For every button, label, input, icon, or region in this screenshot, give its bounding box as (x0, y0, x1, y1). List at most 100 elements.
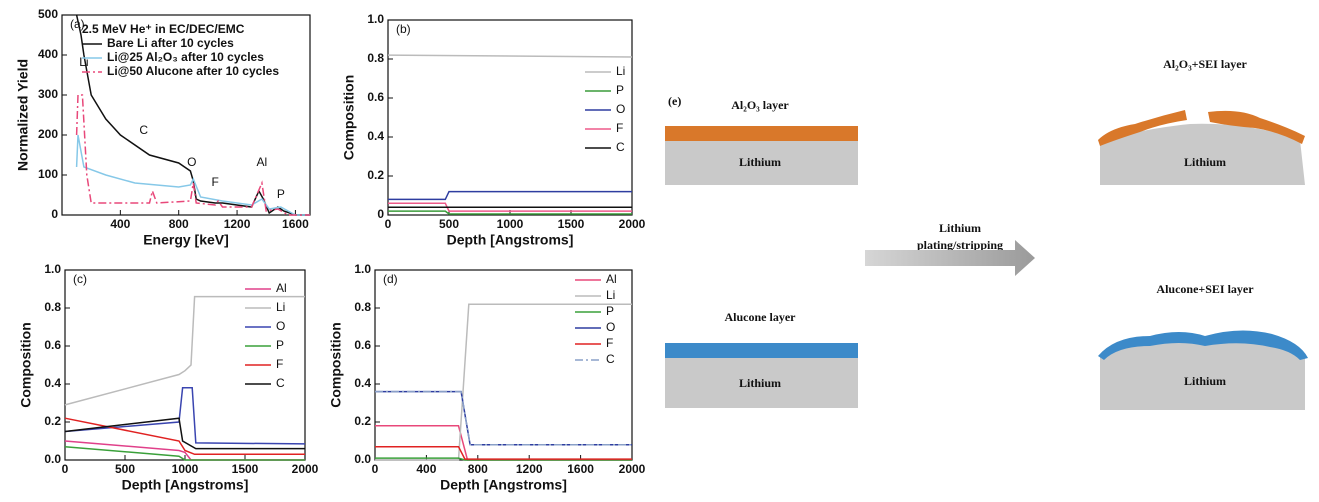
y-axis-title: Composition (18, 322, 34, 408)
series-line (388, 192, 632, 200)
y-axis-title: Normalized Yield (15, 59, 31, 171)
y-tick-label: 1.0 (354, 262, 371, 276)
legend-label: Li (616, 64, 625, 78)
y-tick-label: 0.2 (354, 414, 371, 428)
layer-title: Al₂O₃ layer (731, 98, 789, 112)
series-line (375, 392, 632, 445)
x-tick-label: 1600 (282, 217, 309, 231)
legend-label: F (616, 121, 623, 135)
x-axis-title: Depth [Angstroms] (440, 477, 567, 493)
y-tick-label: 500 (38, 7, 58, 21)
x-tick-label: 1200 (224, 217, 251, 231)
y-tick-label: 300 (38, 87, 58, 101)
y-tick-label: 1.0 (367, 12, 384, 26)
y-tick-label: 0 (377, 207, 384, 221)
series-line (375, 426, 632, 460)
legend-label: C (606, 352, 615, 366)
layer-title: Alucone layer (725, 310, 797, 324)
y-tick-label: 0.4 (367, 129, 384, 143)
legend-label: Li (606, 288, 615, 302)
series-line (77, 135, 310, 215)
x-tick-label: 1600 (567, 462, 594, 476)
peak-label: O (187, 155, 196, 169)
x-tick-label: 0 (385, 217, 392, 231)
series-line (65, 388, 305, 444)
legend-label: Li (276, 300, 285, 314)
peak-label: P (277, 187, 285, 201)
diagram: (e) Al₂O₃ layer Lithium Alucone layer Li… (665, 57, 1308, 410)
legend-label: P (276, 338, 284, 352)
x-tick-label: 0 (372, 462, 379, 476)
x-tick-label: 1500 (558, 217, 585, 231)
legend-label: Li@50 Alucone after 10 cycles (107, 64, 279, 78)
x-tick-label: 2000 (292, 462, 319, 476)
x-tick-label: 500 (115, 462, 135, 476)
y-tick-label: 0.2 (367, 168, 384, 182)
lithium-label: Lithium (739, 376, 781, 390)
legend-label: O (606, 320, 615, 334)
legend-label: C (276, 376, 285, 390)
al2o3-layer (665, 126, 858, 141)
layer-title: Alucone+SEI layer (1156, 282, 1254, 296)
series-line (388, 55, 632, 57)
legend-label: O (616, 102, 625, 116)
panel-label: (c) (73, 272, 87, 286)
y-axis-title: Composition (328, 322, 344, 408)
legend-label: Al (606, 272, 617, 286)
legend-label: Li@25 Al₂O₃ after 10 cycles (107, 50, 264, 64)
y-tick-label: 0.6 (367, 90, 384, 104)
peak-label: Al (257, 155, 268, 169)
y-tick-label: 0.6 (354, 338, 371, 352)
legend-label: C (616, 140, 625, 154)
legend-label: O (276, 319, 285, 333)
panel-label: (e) (668, 94, 681, 108)
x-tick-label: 800 (169, 217, 189, 231)
x-axis-title: Depth [Angstroms] (122, 477, 249, 493)
x-tick-label: 2000 (619, 462, 646, 476)
arrow-label: plating/stripping (917, 238, 1003, 252)
y-axis-title: Composition (341, 75, 357, 161)
peak-label: C (139, 123, 148, 137)
series-line (65, 297, 305, 405)
x-tick-label: 1500 (232, 462, 259, 476)
lithium-label: Lithium (1184, 374, 1226, 388)
figure: (e) Al₂O₃ layer Lithium Alucone layer Li… (0, 0, 1319, 502)
legend-label: P (616, 83, 624, 97)
plot-frame (375, 270, 632, 460)
x-axis-title: Depth [Angstroms] (447, 232, 574, 248)
x-tick-label: 400 (416, 462, 436, 476)
y-tick-label: 0 (51, 207, 58, 221)
y-tick-label: 0.8 (44, 300, 61, 314)
legend-label: P (606, 304, 614, 318)
x-tick-label: 500 (439, 217, 459, 231)
y-tick-label: 0.2 (44, 414, 61, 428)
y-tick-label: 0.4 (44, 376, 61, 390)
y-tick-label: 0.8 (354, 300, 371, 314)
y-tick-label: 0.0 (354, 452, 371, 466)
y-tick-label: 200 (38, 127, 58, 141)
alucone-layer (665, 343, 858, 358)
chart-title: 2.5 MeV He⁺ in EC/DEC/EMC (82, 22, 245, 36)
layer-title: Al₂O₃+SEI layer (1163, 57, 1247, 71)
x-tick-label: 1200 (516, 462, 543, 476)
peak-label: F (212, 175, 219, 189)
y-tick-label: 0.6 (44, 338, 61, 352)
plot-frame (388, 20, 632, 215)
x-tick-label: 1000 (497, 217, 524, 231)
panel-label: (d) (383, 272, 398, 286)
y-tick-label: 0.8 (367, 51, 384, 65)
series-line (375, 392, 632, 445)
arrow-label: Lithium (939, 221, 981, 235)
legend-label: F (606, 336, 613, 350)
x-tick-label: 800 (468, 462, 488, 476)
lithium-label: Lithium (739, 155, 781, 169)
y-tick-label: 0.0 (44, 452, 61, 466)
x-tick-label: 400 (110, 217, 130, 231)
legend-label: F (276, 357, 283, 371)
y-tick-label: 100 (38, 167, 58, 181)
y-tick-label: 1.0 (44, 262, 61, 276)
panel-label: (b) (396, 22, 411, 36)
x-tick-label: 2000 (619, 217, 646, 231)
legend-label: Bare Li after 10 cycles (107, 36, 234, 50)
y-tick-label: 0.4 (354, 376, 371, 390)
